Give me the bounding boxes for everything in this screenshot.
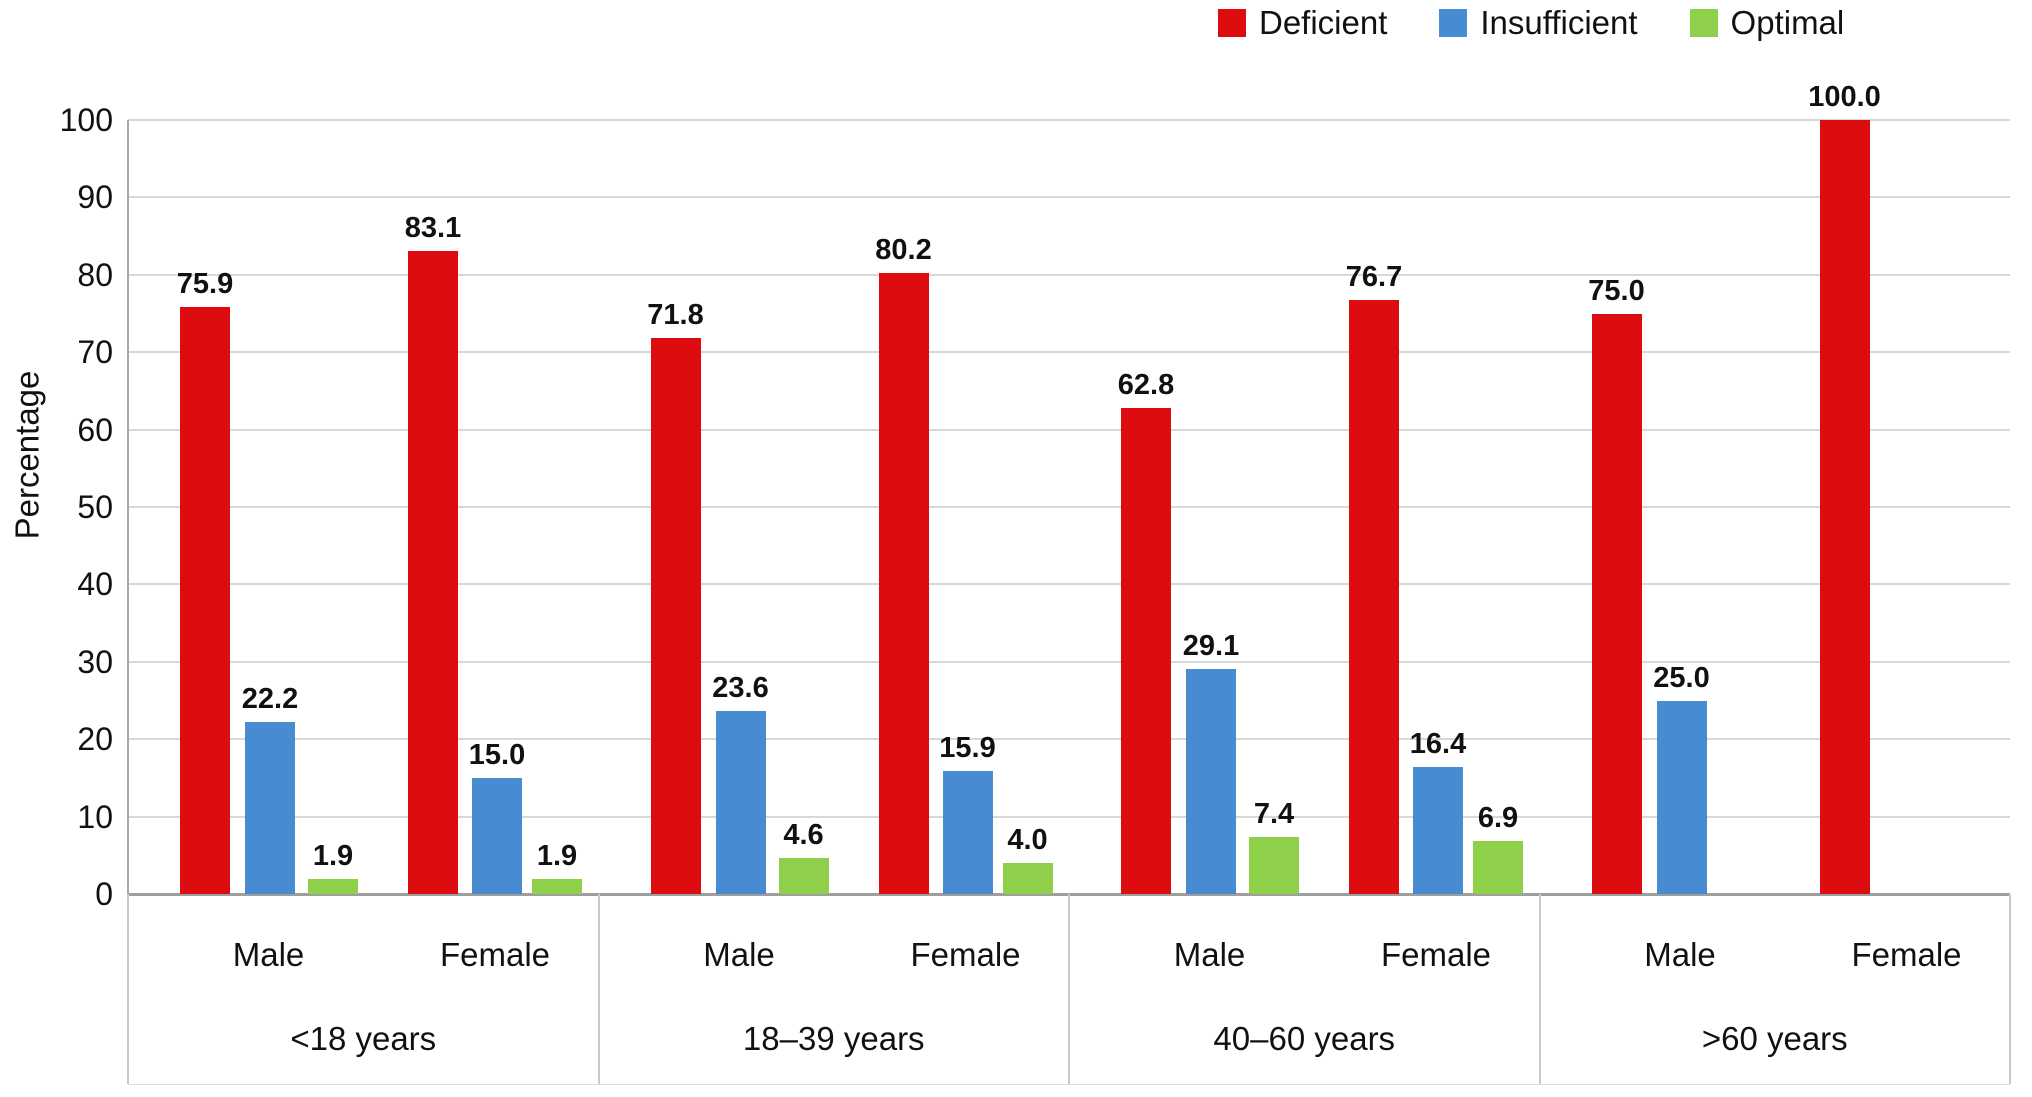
- legend-swatch-insufficient-icon: [1439, 8, 1468, 37]
- bar-deficient-male-2: [1121, 407, 1171, 894]
- bar-value-label: 29.1: [1182, 629, 1240, 662]
- group-divider: [597, 894, 600, 1084]
- y-tick-60: 60: [77, 411, 113, 448]
- legend-label: Insufficient: [1480, 4, 1638, 41]
- gridline-100: [128, 119, 2010, 121]
- x-category-label: Male: [1173, 936, 1246, 973]
- bar-insufficient-female-2: [1413, 767, 1463, 894]
- group-divider: [1538, 894, 1541, 1084]
- x-category-label: Female: [910, 936, 1021, 973]
- bar-deficient-female-1: [878, 273, 929, 894]
- bar-optimal-male-0: [308, 879, 358, 894]
- gridline-70: [128, 351, 2010, 354]
- bar-insufficient-male-1: [715, 711, 766, 894]
- bar-value-label: 6.9: [1477, 801, 1519, 834]
- bar-insufficient-female-1: [942, 770, 993, 894]
- bar-value-label: 83.1: [404, 211, 462, 244]
- y-tick-20: 20: [77, 721, 113, 758]
- bar-value-label: 22.2: [241, 683, 299, 716]
- x-group-label: 18–39 years: [742, 1020, 925, 1057]
- table-bottom-rule: [128, 1084, 2010, 1085]
- bar-optimal-male-1: [778, 858, 829, 894]
- bar-value-label: 100.0: [1808, 81, 1881, 113]
- bar-value-label: 75.9: [176, 267, 234, 300]
- y-tick-0: 0: [95, 876, 113, 912]
- y-tick-70: 70: [77, 334, 113, 371]
- bar-deficient-male-1: [650, 338, 701, 894]
- bar-insufficient-male-0: [245, 722, 295, 894]
- bar-deficient-male-3: [1591, 313, 1642, 894]
- y-tick-10: 10: [77, 798, 113, 835]
- group-divider: [2009, 894, 2011, 1084]
- y-axis-line: [127, 120, 129, 894]
- gridline-50: [128, 506, 2010, 508]
- gridline-20: [128, 738, 2010, 741]
- legend-item-optimal: Optimal: [1689, 4, 1845, 41]
- bar-insufficient-male-3: [1656, 700, 1707, 894]
- y-tick-80: 80: [77, 256, 113, 293]
- bar-value-label: 62.8: [1117, 368, 1175, 401]
- x-category-label: Male: [232, 936, 305, 973]
- legend-swatch-deficient-icon: [1218, 8, 1246, 37]
- bar-optimal-female-1: [1002, 863, 1053, 894]
- legend-swatch-optimal-icon: [1689, 8, 1718, 37]
- bar-value-label: 16.4: [1409, 728, 1467, 761]
- bar-value-label: 15.9: [939, 731, 996, 764]
- gridline-40: [128, 583, 2010, 586]
- x-group-label: 40–60 years: [1213, 1020, 1396, 1057]
- gridline-30: [128, 660, 2010, 663]
- bar-deficient-female-0: [408, 250, 458, 894]
- bar-optimal-male-2: [1249, 836, 1299, 894]
- gridline-80: [128, 273, 2010, 276]
- bar-value-label: 7.4: [1253, 797, 1295, 830]
- gridline-60: [128, 428, 2010, 431]
- bar-value-label: 76.7: [1345, 261, 1403, 294]
- legend-item-insufficient: Insufficient: [1439, 4, 1638, 41]
- legend-label: Deficient: [1259, 4, 1388, 41]
- bar-value-label: 1.9: [312, 840, 354, 873]
- group-divider: [127, 894, 129, 1084]
- legend-label: Optimal: [1730, 4, 1845, 41]
- bar-insufficient-female-0: [472, 777, 522, 894]
- bar-value-label: 71.8: [647, 299, 704, 332]
- x-category-label: Female: [439, 936, 551, 973]
- bar-deficient-female-2: [1349, 300, 1399, 894]
- bar-deficient-male-0: [180, 306, 230, 894]
- bar-value-label: 15.0: [468, 738, 526, 771]
- y-tick-30: 30: [77, 643, 113, 680]
- legend-item-deficient: Deficient: [1218, 6, 1387, 39]
- y-tick-40: 40: [77, 566, 113, 603]
- x-group-label: <18 years: [290, 1020, 437, 1057]
- x-category-label: Female: [1851, 936, 1962, 973]
- bar-deficient-female-3: [1819, 120, 1870, 894]
- bar-value-label: 4.0: [1007, 824, 1048, 857]
- bar-optimal-female-2: [1473, 840, 1523, 894]
- bar-insufficient-male-2: [1186, 668, 1236, 894]
- chart-legend: Deficient Insufficient Optimal: [1218, 6, 1844, 39]
- bar-value-label: 25.0: [1653, 661, 1710, 694]
- x-category-label: Male: [1644, 936, 1716, 973]
- y-tick-90: 90: [77, 179, 113, 216]
- bar-value-label: 4.6: [783, 819, 824, 852]
- x-group-label: >60 years: [1701, 1020, 1848, 1057]
- gridline-90: [128, 196, 2010, 199]
- bar-value-label: 23.6: [712, 672, 769, 705]
- y-tick-100: 100: [59, 102, 113, 138]
- group-divider: [1068, 894, 1070, 1084]
- bar-value-label: 80.2: [875, 234, 932, 267]
- x-category-label: Female: [1380, 936, 1492, 973]
- x-category-label: Male: [703, 936, 775, 973]
- gridline-10: [128, 815, 2010, 818]
- bar-value-label: 1.9: [536, 840, 578, 873]
- bar-optimal-female-0: [532, 879, 582, 894]
- y-tick-50: 50: [77, 489, 113, 525]
- bar-value-label: 75.0: [1588, 274, 1645, 307]
